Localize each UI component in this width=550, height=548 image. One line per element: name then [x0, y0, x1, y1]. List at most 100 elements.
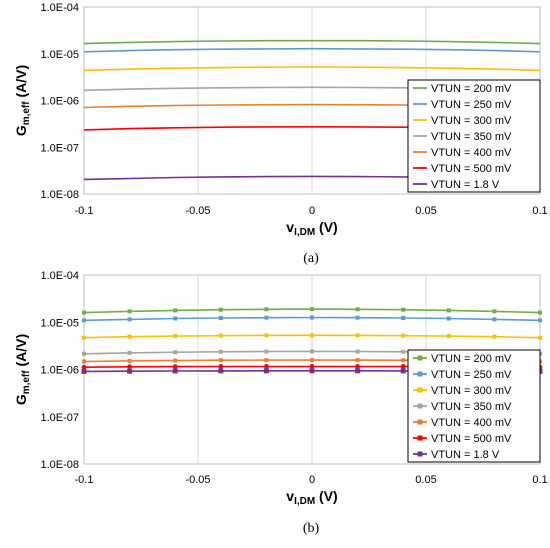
data-point [263, 368, 269, 374]
data-point [82, 310, 86, 315]
data-point [401, 333, 406, 338]
y-tick-label: 1.0E-06 [40, 365, 79, 377]
data-point [264, 315, 269, 320]
data-point [492, 334, 497, 339]
legend: VTUN = 200 mV VTUN = 250 mV VTUN = 300 mV V… [407, 349, 541, 463]
legend-box [407, 79, 541, 193]
y-axis-title-subscript: m,eff [21, 101, 32, 126]
data-point [446, 334, 451, 339]
legend-entry: VTUN = 300 mV [431, 115, 512, 127]
data-point [218, 364, 224, 369]
data-point [127, 317, 132, 322]
data-point [355, 315, 360, 320]
data-point [310, 315, 314, 320]
legend-entry: VTUN = 1.8 V [431, 179, 500, 191]
legend: VTUN = 200 mV VTUN = 250 mV VTUN = 300 mV V… [407, 79, 541, 193]
x-tick-label: 0.1 [532, 205, 547, 217]
x-axis-title-unit: (V) [315, 219, 338, 235]
data-point [172, 364, 178, 370]
x-axis-title: vI,DM (V) [286, 488, 337, 507]
data-point [218, 333, 223, 338]
legend-marker [417, 371, 423, 377]
x-tick-label: -0.05 [185, 474, 210, 486]
legend-entry: VTUN = 200 mV [431, 353, 512, 365]
data-point [127, 350, 132, 355]
x-axis-title-subscript: I,DM [294, 496, 315, 507]
legend-entry: VTUN = 500 mV [431, 163, 512, 175]
data-point [264, 333, 269, 338]
data-point [400, 364, 406, 369]
y-axis-title-main: G [13, 394, 29, 405]
chart-a: 1.0E-041.0E-051.0E-061.0E-071.0E-08-0.1-… [13, 2, 548, 266]
data-point [81, 364, 87, 370]
data-point [127, 309, 132, 314]
data-point [401, 358, 406, 363]
data-point [310, 349, 314, 354]
legend-entry: VTUN = 250 mV [431, 369, 512, 381]
data-point [492, 309, 497, 314]
data-point [173, 350, 178, 355]
y-axis-title-unit: (A/V) [13, 65, 29, 102]
y-tick-label: 1.0E-04 [40, 2, 79, 14]
legend-marker [417, 387, 423, 393]
x-tick-label: -0.1 [75, 474, 94, 486]
data-point [127, 364, 132, 370]
data-point [446, 316, 451, 321]
data-point [310, 358, 314, 363]
y-tick-label: 1.0E-08 [40, 189, 79, 201]
y-tick-label: 1.0E-07 [40, 412, 79, 424]
data-point [127, 368, 133, 374]
series-line [83, 47, 541, 53]
y-tick-label: 1.0E-04 [40, 270, 79, 282]
x-axis-title: vI,DM (V) [286, 219, 337, 238]
data-point [127, 334, 132, 339]
data-point [173, 308, 178, 313]
y-tick-label: 1.0E-06 [40, 96, 79, 108]
data-point [401, 307, 406, 312]
data-point [82, 351, 86, 356]
data-point [446, 308, 451, 313]
y-tick-label: 1.0E-07 [40, 142, 79, 154]
x-axis-title-subscript: I,DM [294, 227, 315, 238]
legend-entry: VTUN = 400 mV [431, 417, 512, 429]
data-point [538, 310, 542, 315]
data-point [127, 358, 132, 363]
legend-entry: VTUN = 350 mV [431, 401, 512, 413]
data-point [218, 316, 223, 321]
legend-entry: VTUN = 1.8 V [431, 449, 500, 461]
x-axis-title-main: v [286, 219, 294, 235]
data-point [355, 349, 360, 354]
legend-entry: VTUN = 250 mV [431, 99, 512, 111]
x-tick-label: -0.05 [185, 205, 210, 217]
data-point [82, 318, 86, 323]
legend-entry: VTUN = 300 mV [431, 385, 512, 397]
data-point [264, 349, 269, 354]
legend-marker [417, 419, 423, 425]
data-point [218, 358, 223, 363]
chart-b: 1.0E-04 1.0E-05 1.0E-06 1.0E-07 1.0E-08 -0.1 -… [13, 270, 548, 536]
legend-entry: VTUN = 200 mV [431, 83, 512, 95]
y-tick-label: 1.0E-05 [40, 317, 79, 329]
data-point [492, 317, 497, 322]
data-point [309, 364, 315, 369]
x-axis-title-main: v [286, 488, 294, 504]
x-tick-label: -0.1 [75, 205, 94, 217]
x-axis-title-unit: (V) [315, 488, 338, 504]
data-point [355, 364, 360, 369]
legend-entry: VTUN = 400 mV [431, 147, 512, 159]
x-tick-label: 0.1 [532, 474, 547, 486]
data-point [355, 307, 360, 312]
data-point [400, 368, 406, 374]
y-tick-labels: 1.0E-04 1.0E-05 1.0E-06 1.0E-07 1.0E-08 [40, 270, 79, 471]
data-point [309, 368, 315, 374]
series-line [83, 66, 541, 72]
x-tick-label: 0 [309, 474, 315, 486]
data-point [264, 307, 269, 312]
data-point [264, 358, 269, 363]
y-tick-label: 1.0E-08 [40, 459, 79, 471]
y-tick-labels: 1.0E-04 1.0E-05 1.0E-06 1.0E-07 1.0E-08 [40, 2, 79, 201]
x-tick-label: 0 [309, 205, 315, 217]
data-point [538, 318, 542, 323]
y-axis-title-subscript: m,eff [21, 370, 32, 395]
